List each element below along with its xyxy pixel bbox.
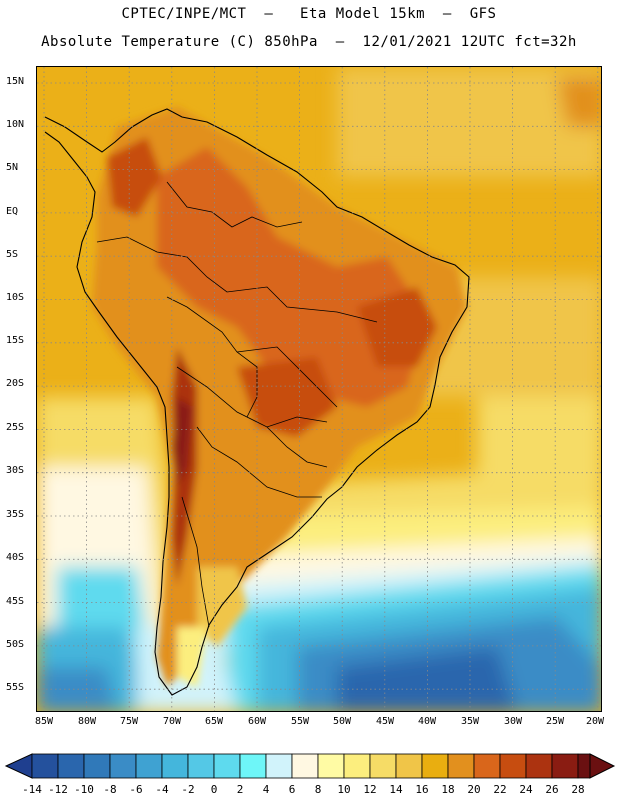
colorbar-label: 0 (210, 783, 218, 796)
colorbar-label: 24 (519, 783, 533, 796)
colorbar-swatch (187, 753, 215, 779)
temperature-colorbar (4, 753, 616, 779)
lat-label-25s: 25S (6, 422, 25, 433)
colorbar-swatch (551, 753, 579, 779)
lon-label-65w: 65W (204, 716, 224, 727)
colorbar-label: -12 (48, 783, 68, 796)
colorbar-label: 18 (441, 783, 455, 796)
lon-label-60w: 60W (247, 716, 267, 727)
lat-label-5s: 5S (6, 249, 19, 260)
lon-label-80w: 80W (77, 716, 97, 727)
lon-label-55w: 55W (290, 716, 310, 727)
colorbar-swatch (317, 753, 345, 779)
lat-label-35s: 35S (6, 509, 25, 520)
colorbar-swatch (57, 753, 85, 779)
colorbar-swatch (447, 753, 475, 779)
colorbar-label: 10 (337, 783, 351, 796)
colorbar-label: 20 (467, 783, 481, 796)
colorbar-label: -8 (103, 783, 117, 796)
temperature-field (37, 67, 601, 711)
colorbar-swatch (395, 753, 423, 779)
colorbar-swatch (213, 753, 241, 779)
lon-label-30w: 30W (503, 716, 523, 727)
colorbar-label: -10 (74, 783, 94, 796)
lon-label-25w: 25W (545, 716, 565, 727)
lat-label-55s: 55S (6, 682, 25, 693)
temperature-map (36, 66, 602, 712)
colorbar-label: -4 (155, 783, 169, 796)
lat-label-40s: 40S (6, 552, 25, 563)
continent-temperature (92, 107, 467, 687)
lon-label-50w: 50W (332, 716, 352, 727)
colorbar-swatch (83, 753, 111, 779)
colorbar-swatch (343, 753, 371, 779)
lat-label-15s: 15S (6, 335, 25, 346)
lon-label-35w: 35W (460, 716, 480, 727)
colorbar-label: 26 (545, 783, 559, 796)
colorbar-label: 2 (236, 783, 244, 796)
colorbar-label: -6 (129, 783, 143, 796)
colorbar-label: 14 (389, 783, 403, 796)
chart-title-line-2: Absolute Temperature (C) 850hPa – 12/01/… (41, 34, 577, 50)
lat-label-10s: 10S (6, 292, 25, 303)
colorbar-label: 8 (314, 783, 322, 796)
colorbar-swatch (265, 753, 293, 779)
colorbar-swatch (473, 753, 501, 779)
colorbar-label: 22 (493, 783, 507, 796)
colorbar-swatch (421, 753, 449, 779)
colorbar-swatch (135, 753, 163, 779)
lat-label-20s: 20S (6, 378, 25, 389)
colorbar-swatch (525, 753, 553, 779)
colorbar-swatch (239, 753, 267, 779)
colorbar-label: -14 (22, 783, 42, 796)
map-canvas (37, 67, 601, 711)
lon-label-45w: 45W (375, 716, 395, 727)
lon-label-85w: 85W (34, 716, 54, 727)
colorbar-label: 12 (363, 783, 377, 796)
colorbar-label: 28 (571, 783, 585, 796)
lat-label-15n: 15N (6, 76, 25, 87)
colorbar-label: 6 (288, 783, 296, 796)
colorbar-max-arrow (589, 753, 616, 779)
lon-label-75w: 75W (119, 716, 139, 727)
colorbar-swatch (369, 753, 397, 779)
lat-label-50s: 50S (6, 639, 25, 650)
lat-label-5n: 5N (6, 162, 19, 173)
colorbar-min-arrow (4, 753, 33, 779)
colorbar-label: -2 (181, 783, 195, 796)
lat-label-45s: 45S (6, 596, 25, 607)
lat-label-eq: EQ (6, 206, 19, 217)
lon-label-40w: 40W (417, 716, 437, 727)
colorbar-swatch (291, 753, 319, 779)
chart-title-line-1: CPTEC/INPE/MCT – Eta Model 15km – GFS (121, 6, 497, 22)
lat-label-10n: 10N (6, 119, 25, 130)
colorbar-swatch (161, 753, 189, 779)
colorbar-label: 4 (262, 783, 270, 796)
colorbar-swatch (31, 753, 59, 779)
colorbar-swatch (577, 753, 591, 779)
colorbar-swatch (109, 753, 137, 779)
lon-label-70w: 70W (162, 716, 182, 727)
coastline-south-america (44, 108, 470, 696)
colorbar-label: 16 (415, 783, 429, 796)
colorbar-swatch (499, 753, 527, 779)
lat-label-30s: 30S (6, 465, 25, 476)
lon-label-20w: 20W (585, 716, 605, 727)
